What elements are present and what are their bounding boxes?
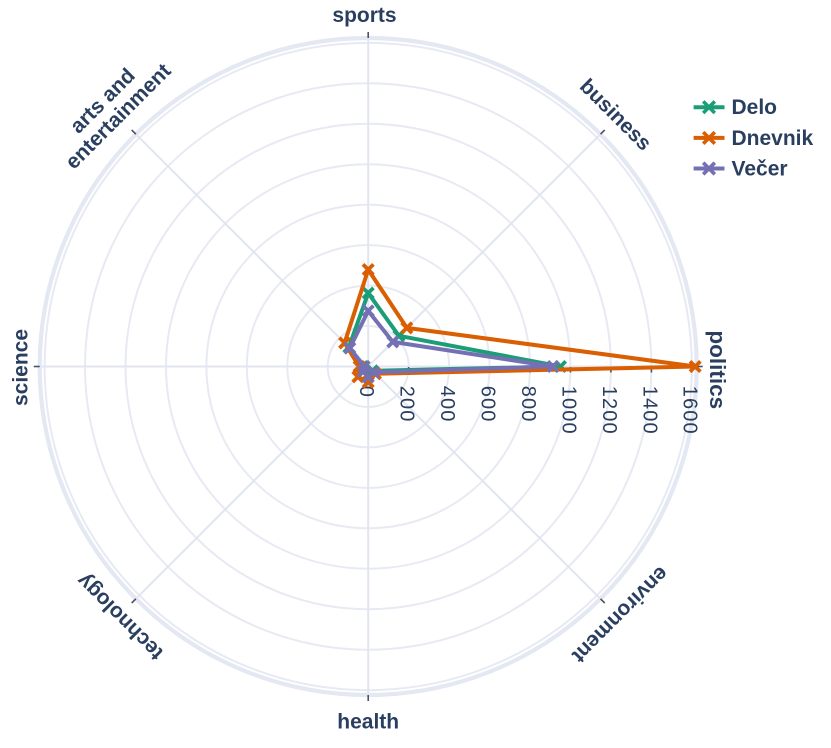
svg-text:Delo: Delo — [732, 96, 778, 119]
svg-text:Dnevnik: Dnevnik — [732, 127, 814, 150]
svg-text:1200: 1200 — [598, 386, 620, 435]
svg-text:health: health — [337, 711, 399, 734]
svg-text:0: 0 — [355, 386, 377, 398]
svg-text:400: 400 — [436, 386, 458, 423]
svg-text:Večer: Večer — [732, 157, 788, 180]
svg-text:1600: 1600 — [679, 386, 701, 435]
svg-text:1000: 1000 — [557, 386, 579, 435]
svg-text:1400: 1400 — [638, 386, 660, 435]
svg-text:politics: politics — [705, 330, 730, 409]
svg-text:200: 200 — [396, 386, 418, 423]
svg-text:800: 800 — [517, 386, 539, 423]
svg-text:sports: sports — [332, 4, 396, 27]
svg-text:600: 600 — [477, 386, 499, 423]
svg-text:science: science — [10, 329, 33, 406]
